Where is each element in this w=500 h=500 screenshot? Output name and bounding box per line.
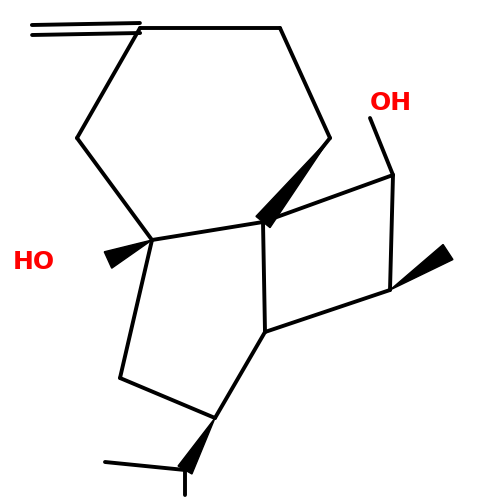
Polygon shape [178, 418, 215, 474]
Text: HO: HO [13, 250, 55, 274]
Text: OH: OH [370, 91, 412, 115]
Polygon shape [104, 240, 152, 268]
Polygon shape [256, 138, 330, 228]
Polygon shape [390, 244, 453, 290]
